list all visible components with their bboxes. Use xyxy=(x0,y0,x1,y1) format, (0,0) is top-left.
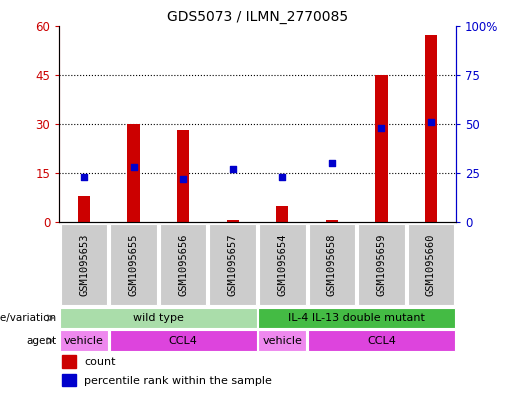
Bar xyxy=(61,224,107,305)
Bar xyxy=(425,35,437,222)
Bar xyxy=(60,331,108,351)
Bar xyxy=(78,196,90,222)
Text: GSM1095654: GSM1095654 xyxy=(277,233,287,296)
Bar xyxy=(127,124,140,222)
Bar xyxy=(210,224,256,305)
Bar xyxy=(110,224,157,305)
Bar xyxy=(62,356,76,368)
Text: GDS5073 / ILMN_2770085: GDS5073 / ILMN_2770085 xyxy=(167,10,348,24)
Point xyxy=(427,119,435,125)
Point xyxy=(80,174,88,180)
Text: GSM1095656: GSM1095656 xyxy=(178,233,188,296)
Text: wild type: wild type xyxy=(133,313,184,323)
Bar xyxy=(62,374,76,386)
Bar xyxy=(60,308,256,328)
Text: vehicle: vehicle xyxy=(262,336,302,346)
Bar xyxy=(276,206,288,222)
Bar xyxy=(177,130,190,222)
Text: GSM1095659: GSM1095659 xyxy=(376,233,386,296)
Point xyxy=(278,174,286,180)
Bar xyxy=(259,224,305,305)
Bar xyxy=(227,220,239,222)
Text: agent: agent xyxy=(27,336,57,346)
Point xyxy=(377,125,386,131)
Text: CCL4: CCL4 xyxy=(367,336,396,346)
Bar xyxy=(308,224,355,305)
Text: genotype/variation: genotype/variation xyxy=(0,313,57,323)
Text: GSM1095655: GSM1095655 xyxy=(129,233,139,296)
Text: CCL4: CCL4 xyxy=(169,336,198,346)
Text: GSM1095653: GSM1095653 xyxy=(79,233,89,296)
Bar xyxy=(325,220,338,222)
Text: count: count xyxy=(84,357,116,367)
Bar xyxy=(160,224,207,305)
Point xyxy=(328,160,336,166)
Text: IL-4 IL-13 double mutant: IL-4 IL-13 double mutant xyxy=(288,313,425,323)
Text: percentile rank within the sample: percentile rank within the sample xyxy=(84,375,272,386)
Text: GSM1095660: GSM1095660 xyxy=(426,233,436,296)
Point xyxy=(229,166,237,172)
Bar xyxy=(375,75,388,222)
Point xyxy=(129,164,138,170)
Text: GSM1095657: GSM1095657 xyxy=(228,233,238,296)
Bar xyxy=(259,308,455,328)
Bar xyxy=(110,331,256,351)
Bar xyxy=(259,331,306,351)
Point xyxy=(179,176,187,182)
Text: GSM1095658: GSM1095658 xyxy=(327,233,337,296)
Bar xyxy=(358,224,405,305)
Bar xyxy=(308,331,455,351)
Bar xyxy=(408,224,454,305)
Text: vehicle: vehicle xyxy=(64,336,104,346)
